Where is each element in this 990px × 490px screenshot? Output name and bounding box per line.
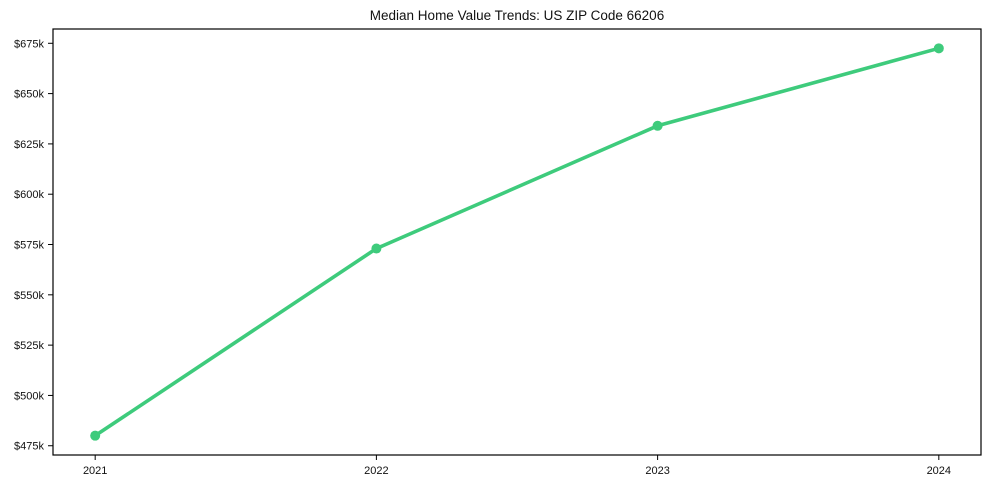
plot-frame xyxy=(52,28,982,456)
chart-title: Median Home Value Trends: US ZIP Code 66… xyxy=(370,8,664,23)
x-tick-label: 2022 xyxy=(364,465,388,477)
y-tick-label: $550k xyxy=(14,290,44,302)
y-tick-label: $650k xyxy=(14,89,44,101)
y-tick-label: $575k xyxy=(14,240,44,252)
data-point-2022 xyxy=(371,243,382,254)
series-group xyxy=(90,43,944,441)
x-tick-label: 2021 xyxy=(83,465,107,477)
y-tick-label: $600k xyxy=(14,189,44,201)
y-tick-label: $625k xyxy=(14,139,44,151)
data-point-2023 xyxy=(652,120,663,131)
y-tick-label: $500k xyxy=(14,390,44,402)
axes: $475k $500k $525k $550k $575k $600k $625k $650k… xyxy=(14,38,951,477)
x-tick-label: 2024 xyxy=(927,465,951,477)
y-tick-label: $525k xyxy=(14,340,44,352)
plot-area xyxy=(52,28,982,456)
data-point-2021 xyxy=(90,430,101,441)
x-tick-label: 2023 xyxy=(645,465,669,477)
y-tick-label: $475k xyxy=(14,441,44,453)
y-tick-label: $675k xyxy=(14,38,44,50)
trend-line xyxy=(93,46,941,438)
data-point-2024 xyxy=(933,43,944,54)
